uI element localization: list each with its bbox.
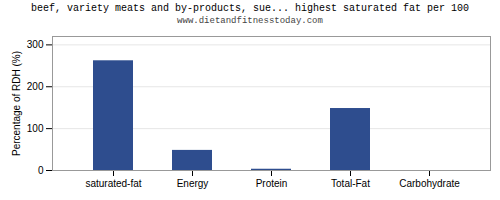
svg-text:200: 200 (27, 81, 44, 92)
svg-text:Carbohydrate: Carbohydrate (399, 178, 460, 189)
svg-text:Energy: Energy (177, 178, 209, 189)
svg-text:100: 100 (27, 123, 44, 134)
svg-text:saturated-fat: saturated-fat (85, 178, 141, 189)
svg-text:Total-Fat: Total-Fat (331, 178, 370, 189)
svg-text:300: 300 (27, 39, 44, 50)
svg-text:Percentage of RDH (%): Percentage of RDH (%) (11, 51, 22, 156)
svg-text:0: 0 (38, 165, 44, 176)
html-text:www.dietandfitnesstoday.com: www.dietandfitnesstoday.com (177, 16, 323, 26)
html-text:beef, variety meats and by-pro: beef, variety meats and by-products, sue… (31, 3, 469, 14)
svg-text:Protein: Protein (256, 178, 288, 189)
